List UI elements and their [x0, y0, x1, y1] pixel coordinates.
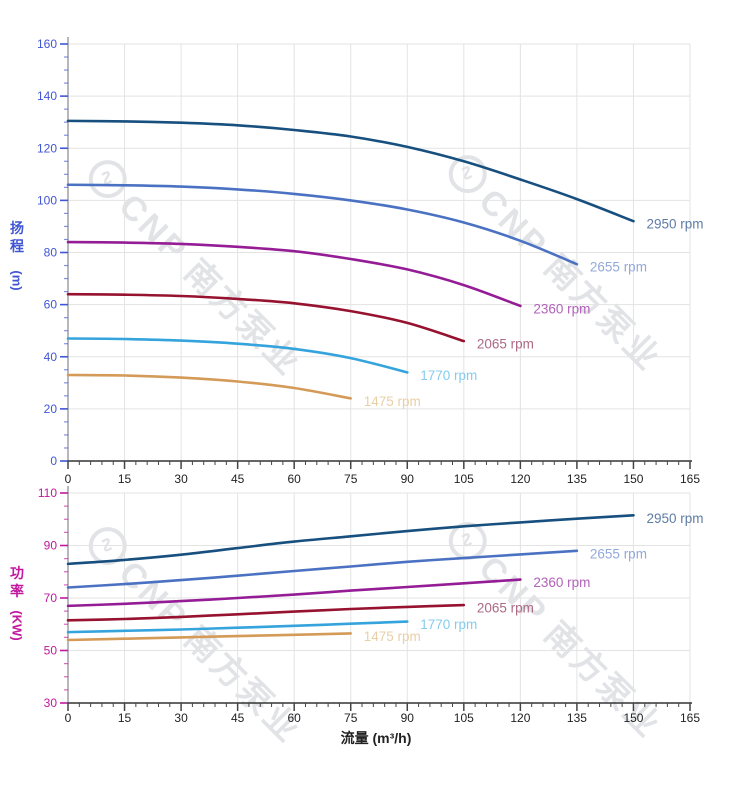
power-x-tick-label: 0 [65, 711, 72, 725]
power-y-tick-label: 30 [44, 696, 58, 710]
head-y-tick-label: 60 [44, 298, 58, 312]
power-curve-label-2065rpm: 2065 rpm [477, 601, 534, 616]
head-curve-1770rpm [66, 337, 409, 374]
head-x-tick-label: 0 [65, 472, 72, 486]
power-curve-2950rpm [66, 514, 635, 566]
power-x-tick-label: 165 [680, 711, 700, 725]
head-axis-title-text: 扬程 [10, 220, 24, 254]
head-curve-label-1475rpm: 1475 rpm [364, 394, 421, 409]
head-curve-label-1770rpm: 1770 rpm [420, 368, 477, 383]
head-axis-title: 扬程 (m) [6, 220, 28, 291]
power-curve-1475rpm [66, 632, 352, 642]
head-curve-2360rpm [66, 240, 522, 308]
head-y-ticks: 0 20 40 60 80 100 120 140 160 [37, 37, 68, 468]
power-curve-label-2655rpm: 2655 rpm [590, 546, 647, 561]
head-y-tick-label: 120 [37, 141, 57, 155]
head-x-ticks: 0 15 30 45 60 75 90 105 120 135 150 165 [65, 461, 700, 486]
power-axis-title-text: 功率 [10, 565, 24, 599]
head-curve-2950rpm [66, 119, 635, 223]
head-x-tick-label: 30 [174, 472, 188, 486]
head-x-tick-label: 135 [567, 472, 587, 486]
head-curve-label-2360rpm: 2360 rpm [533, 301, 590, 316]
head-x-tick-label: 75 [344, 472, 358, 486]
head-y-tick-label: 140 [37, 89, 57, 103]
power-curve-2655rpm [66, 549, 579, 589]
head-y-tick-label: 40 [44, 350, 58, 364]
head-x-tick-label: 90 [401, 472, 415, 486]
head-y-tick-label: 20 [44, 402, 58, 416]
head-x-tick-label: 150 [623, 472, 643, 486]
head-curve-2655rpm [66, 183, 579, 266]
head-y-tick-label: 100 [37, 193, 57, 207]
head-chart: 0 20 40 60 80 100 120 140 160 0 15 30 45 60 75 90 105 120… [37, 37, 704, 486]
power-x-tick-label: 60 [288, 711, 302, 725]
power-y-tick-label: 70 [44, 591, 58, 605]
power-y-tick-label: 110 [38, 486, 57, 500]
head-x-tick-label: 105 [454, 472, 474, 486]
power-x-tick-label: 105 [454, 711, 474, 725]
power-x-ticks: 0 15 30 45 60 75 90 105 120 135 150 165 [65, 703, 700, 725]
head-y-tick-label: 0 [50, 454, 57, 468]
power-gridlines [68, 492, 691, 703]
power-x-tick-label: 30 [174, 711, 188, 725]
power-y-ticks: 30 50 70 90 110 [38, 486, 68, 710]
power-x-tick-label: 135 [567, 711, 587, 725]
head-x-tick-label: 120 [510, 472, 530, 486]
power-chart: 30 50 70 90 110 0 15 30 45 60 75 90 105 120 135 150 165 2… [38, 486, 704, 725]
power-curve-2360rpm [66, 578, 522, 608]
head-x-tick-label: 165 [680, 472, 700, 486]
power-x-tick-label: 15 [118, 711, 132, 725]
power-axis-title: 功率 (KW) [6, 565, 28, 641]
head-curve-label-2655rpm: 2655 rpm [590, 260, 647, 275]
head-x-tick-label: 15 [118, 472, 132, 486]
power-curve-label-2950rpm: 2950 rpm [646, 511, 703, 526]
head-y-tick-label: 160 [37, 37, 57, 51]
power-curve-label-1475rpm: 1475 rpm [364, 629, 421, 644]
power-y-tick-label: 50 [44, 644, 58, 658]
power-curve-label-2360rpm: 2360 rpm [533, 575, 590, 590]
head-curve-1475rpm [66, 373, 352, 400]
power-y-tick-label: 90 [44, 539, 58, 553]
power-x-tick-label: 120 [510, 711, 530, 725]
head-curve-label-2065rpm: 2065 rpm [477, 337, 534, 352]
power-x-tick-label: 150 [623, 711, 643, 725]
power-curve-2065rpm [66, 603, 466, 622]
power-x-tick-label: 45 [231, 711, 245, 725]
head-y-tick-label: 80 [44, 246, 58, 260]
head-x-tick-label: 45 [231, 472, 245, 486]
power-x-tick-label: 75 [344, 711, 358, 725]
head-curve-2065rpm [66, 292, 466, 343]
flow-axis-title: 流量 (m³/h) [340, 730, 412, 746]
head-x-tick-label: 60 [288, 472, 302, 486]
power-curve-1770rpm [66, 620, 409, 634]
power-curve-label-1770rpm: 1770 rpm [420, 617, 477, 632]
head-curve-label-2950rpm: 2950 rpm [646, 217, 703, 232]
power-x-tick-label: 90 [401, 711, 415, 725]
